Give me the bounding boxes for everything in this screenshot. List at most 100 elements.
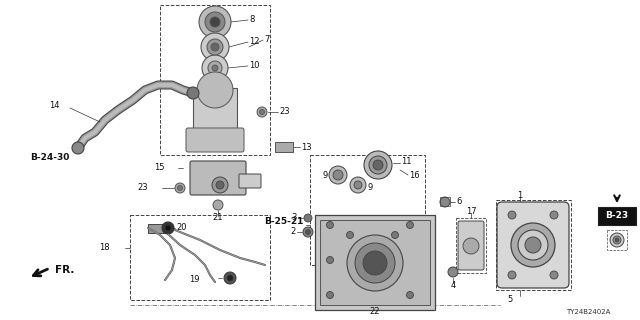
- Text: 13: 13: [301, 142, 312, 151]
- FancyBboxPatch shape: [458, 221, 484, 270]
- Text: 22: 22: [370, 308, 380, 316]
- Text: 10: 10: [249, 60, 259, 69]
- Circle shape: [224, 272, 236, 284]
- Circle shape: [363, 251, 387, 275]
- Circle shape: [212, 177, 228, 193]
- Circle shape: [406, 221, 413, 228]
- Text: 12: 12: [249, 36, 259, 45]
- Bar: [160, 5, 270, 155]
- Circle shape: [369, 156, 387, 174]
- Circle shape: [347, 235, 403, 291]
- Bar: [193, 88, 237, 146]
- Circle shape: [304, 214, 312, 222]
- Circle shape: [175, 183, 185, 193]
- Circle shape: [187, 87, 199, 99]
- Circle shape: [72, 142, 84, 154]
- Circle shape: [448, 267, 458, 277]
- Circle shape: [350, 177, 366, 193]
- Text: 11: 11: [401, 157, 412, 166]
- Circle shape: [508, 211, 516, 219]
- Circle shape: [326, 257, 333, 263]
- Circle shape: [346, 231, 353, 238]
- Circle shape: [210, 17, 220, 27]
- Text: 7: 7: [264, 35, 269, 44]
- Circle shape: [201, 33, 229, 61]
- Text: 15: 15: [154, 164, 165, 172]
- Circle shape: [364, 151, 392, 179]
- Bar: [275, 142, 293, 152]
- Text: 4: 4: [451, 281, 456, 290]
- Bar: [148, 224, 166, 233]
- Text: 23: 23: [138, 183, 148, 193]
- Bar: [496, 200, 571, 290]
- Text: 3: 3: [292, 212, 297, 221]
- Bar: [607, 230, 627, 250]
- Circle shape: [610, 233, 624, 247]
- Circle shape: [216, 181, 224, 189]
- Circle shape: [615, 238, 619, 242]
- Circle shape: [406, 292, 413, 299]
- Circle shape: [518, 230, 548, 260]
- Circle shape: [202, 55, 228, 81]
- Circle shape: [212, 65, 218, 71]
- Circle shape: [355, 243, 395, 283]
- Circle shape: [440, 197, 450, 207]
- Text: 20: 20: [176, 222, 186, 231]
- Circle shape: [165, 225, 171, 231]
- Text: 19: 19: [189, 276, 200, 284]
- FancyBboxPatch shape: [239, 174, 261, 188]
- Circle shape: [373, 160, 383, 170]
- Text: 23: 23: [279, 108, 290, 116]
- Circle shape: [303, 227, 313, 237]
- Text: 21: 21: [212, 213, 223, 222]
- Text: FR.: FR.: [55, 265, 74, 275]
- Text: TY24B2402A: TY24B2402A: [566, 309, 610, 315]
- Circle shape: [208, 61, 222, 75]
- Bar: [130, 215, 270, 300]
- Circle shape: [205, 12, 225, 32]
- Text: B-24-30: B-24-30: [30, 154, 70, 163]
- Circle shape: [550, 211, 558, 219]
- Circle shape: [508, 271, 516, 279]
- Bar: [598, 207, 636, 225]
- Circle shape: [463, 238, 479, 254]
- Circle shape: [333, 170, 343, 180]
- Circle shape: [207, 39, 223, 55]
- FancyBboxPatch shape: [497, 202, 569, 288]
- Bar: [440, 197, 450, 206]
- Text: 5: 5: [508, 295, 513, 305]
- Circle shape: [257, 107, 267, 117]
- Text: 9: 9: [368, 183, 373, 193]
- Circle shape: [162, 222, 174, 234]
- Bar: [456, 218, 486, 273]
- Circle shape: [259, 109, 264, 115]
- Text: 16: 16: [409, 171, 420, 180]
- Bar: [310, 155, 425, 265]
- Circle shape: [211, 43, 219, 51]
- FancyBboxPatch shape: [186, 128, 244, 152]
- Bar: [320, 220, 430, 305]
- Circle shape: [199, 6, 231, 38]
- Circle shape: [326, 292, 333, 299]
- Circle shape: [305, 229, 310, 235]
- Circle shape: [213, 200, 223, 210]
- Circle shape: [227, 275, 233, 281]
- Circle shape: [326, 221, 333, 228]
- FancyBboxPatch shape: [190, 161, 246, 195]
- Text: B-25-21: B-25-21: [264, 218, 303, 227]
- Text: 6: 6: [456, 196, 461, 205]
- Text: B-23: B-23: [605, 212, 628, 220]
- Text: 1: 1: [517, 190, 523, 199]
- Circle shape: [511, 223, 555, 267]
- Text: 9: 9: [323, 171, 328, 180]
- Text: 17: 17: [466, 206, 476, 215]
- Circle shape: [177, 186, 182, 190]
- Text: 8: 8: [249, 14, 254, 23]
- Circle shape: [329, 166, 347, 184]
- Circle shape: [525, 237, 541, 253]
- Circle shape: [392, 231, 399, 238]
- Circle shape: [197, 72, 233, 108]
- Text: 14: 14: [49, 101, 60, 110]
- Text: 18: 18: [99, 244, 110, 252]
- Circle shape: [354, 181, 362, 189]
